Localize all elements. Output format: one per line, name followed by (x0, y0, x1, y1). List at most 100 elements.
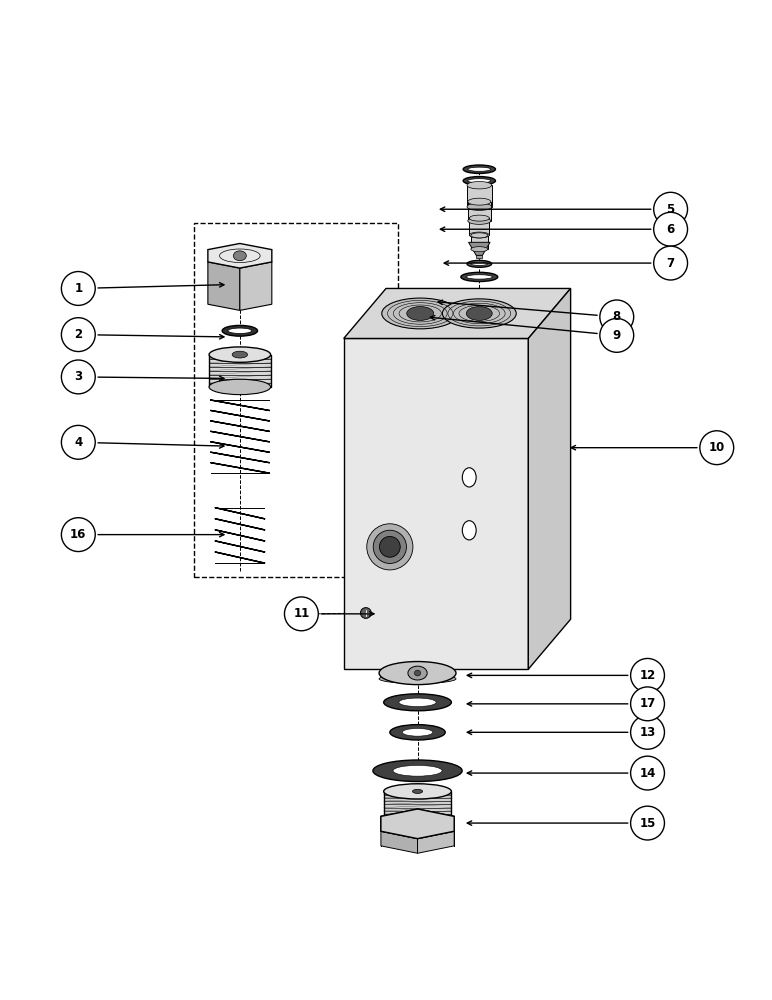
Circle shape (62, 318, 95, 352)
Ellipse shape (209, 379, 271, 395)
Ellipse shape (384, 694, 452, 711)
Ellipse shape (393, 765, 442, 776)
Bar (476, 187, 482, 258)
Bar (467, 185, 492, 207)
Ellipse shape (380, 536, 400, 557)
Polygon shape (208, 262, 240, 310)
Ellipse shape (379, 674, 456, 683)
Ellipse shape (222, 325, 258, 336)
Ellipse shape (471, 247, 488, 252)
Ellipse shape (469, 215, 489, 221)
Text: 6: 6 (666, 223, 675, 236)
Circle shape (654, 192, 688, 226)
Bar (471, 235, 488, 249)
Ellipse shape (463, 177, 496, 185)
Polygon shape (418, 831, 454, 853)
Circle shape (654, 246, 688, 280)
Circle shape (631, 806, 665, 840)
Ellipse shape (390, 725, 445, 740)
Ellipse shape (467, 203, 492, 210)
Ellipse shape (461, 272, 498, 282)
Text: 15: 15 (639, 817, 655, 830)
Ellipse shape (469, 232, 489, 238)
Bar (469, 218, 489, 235)
Circle shape (62, 518, 95, 552)
Ellipse shape (471, 262, 488, 265)
Ellipse shape (471, 233, 488, 238)
Polygon shape (344, 288, 571, 338)
Text: 1: 1 (74, 282, 83, 295)
Polygon shape (381, 809, 454, 839)
Ellipse shape (468, 217, 491, 224)
Circle shape (631, 715, 665, 749)
Circle shape (631, 756, 665, 790)
Bar (344, 338, 528, 669)
Polygon shape (528, 288, 571, 669)
Text: 16: 16 (70, 528, 86, 541)
Circle shape (284, 597, 318, 631)
Polygon shape (240, 262, 272, 310)
Text: 8: 8 (613, 310, 621, 323)
Bar (468, 202, 491, 221)
Circle shape (700, 431, 733, 465)
Circle shape (62, 272, 95, 305)
Bar (209, 355, 271, 387)
Polygon shape (381, 809, 418, 831)
Circle shape (631, 687, 665, 721)
Ellipse shape (228, 328, 252, 333)
Bar (194, 223, 398, 577)
Ellipse shape (209, 347, 271, 362)
Bar (384, 791, 452, 824)
Ellipse shape (415, 670, 421, 676)
Ellipse shape (233, 251, 246, 261)
Circle shape (62, 360, 95, 394)
Circle shape (62, 425, 95, 459)
Ellipse shape (466, 307, 493, 320)
Circle shape (654, 212, 688, 246)
Text: 17: 17 (639, 697, 655, 710)
Polygon shape (418, 809, 454, 831)
Text: 12: 12 (639, 669, 655, 682)
Text: 10: 10 (709, 441, 725, 454)
Ellipse shape (467, 260, 492, 267)
Polygon shape (381, 809, 454, 839)
Text: 11: 11 (293, 607, 310, 620)
Ellipse shape (407, 307, 434, 320)
Ellipse shape (379, 662, 456, 685)
Ellipse shape (408, 666, 427, 680)
Ellipse shape (468, 167, 491, 171)
Ellipse shape (466, 275, 493, 279)
Ellipse shape (382, 298, 459, 329)
Ellipse shape (463, 165, 496, 173)
Ellipse shape (367, 524, 413, 570)
Ellipse shape (467, 182, 492, 189)
Polygon shape (381, 831, 418, 853)
Ellipse shape (399, 698, 436, 707)
Ellipse shape (373, 760, 462, 782)
Ellipse shape (373, 530, 407, 563)
Ellipse shape (462, 468, 476, 487)
Polygon shape (208, 243, 272, 268)
Ellipse shape (468, 198, 491, 205)
Text: 14: 14 (639, 767, 655, 780)
Ellipse shape (232, 351, 248, 358)
Ellipse shape (402, 728, 433, 736)
Ellipse shape (412, 789, 422, 793)
Ellipse shape (219, 249, 260, 263)
Ellipse shape (468, 179, 491, 183)
Circle shape (600, 300, 634, 334)
Circle shape (600, 318, 634, 352)
Text: 13: 13 (639, 726, 655, 739)
Circle shape (631, 658, 665, 692)
Text: 4: 4 (74, 436, 83, 449)
Circle shape (361, 608, 371, 618)
Ellipse shape (442, 299, 516, 328)
Text: 9: 9 (613, 329, 621, 342)
Polygon shape (469, 242, 490, 255)
Ellipse shape (462, 521, 476, 540)
Text: 2: 2 (74, 328, 83, 341)
Text: 5: 5 (666, 203, 675, 216)
Text: 3: 3 (74, 370, 83, 383)
Text: 7: 7 (666, 257, 675, 270)
Ellipse shape (384, 784, 452, 799)
